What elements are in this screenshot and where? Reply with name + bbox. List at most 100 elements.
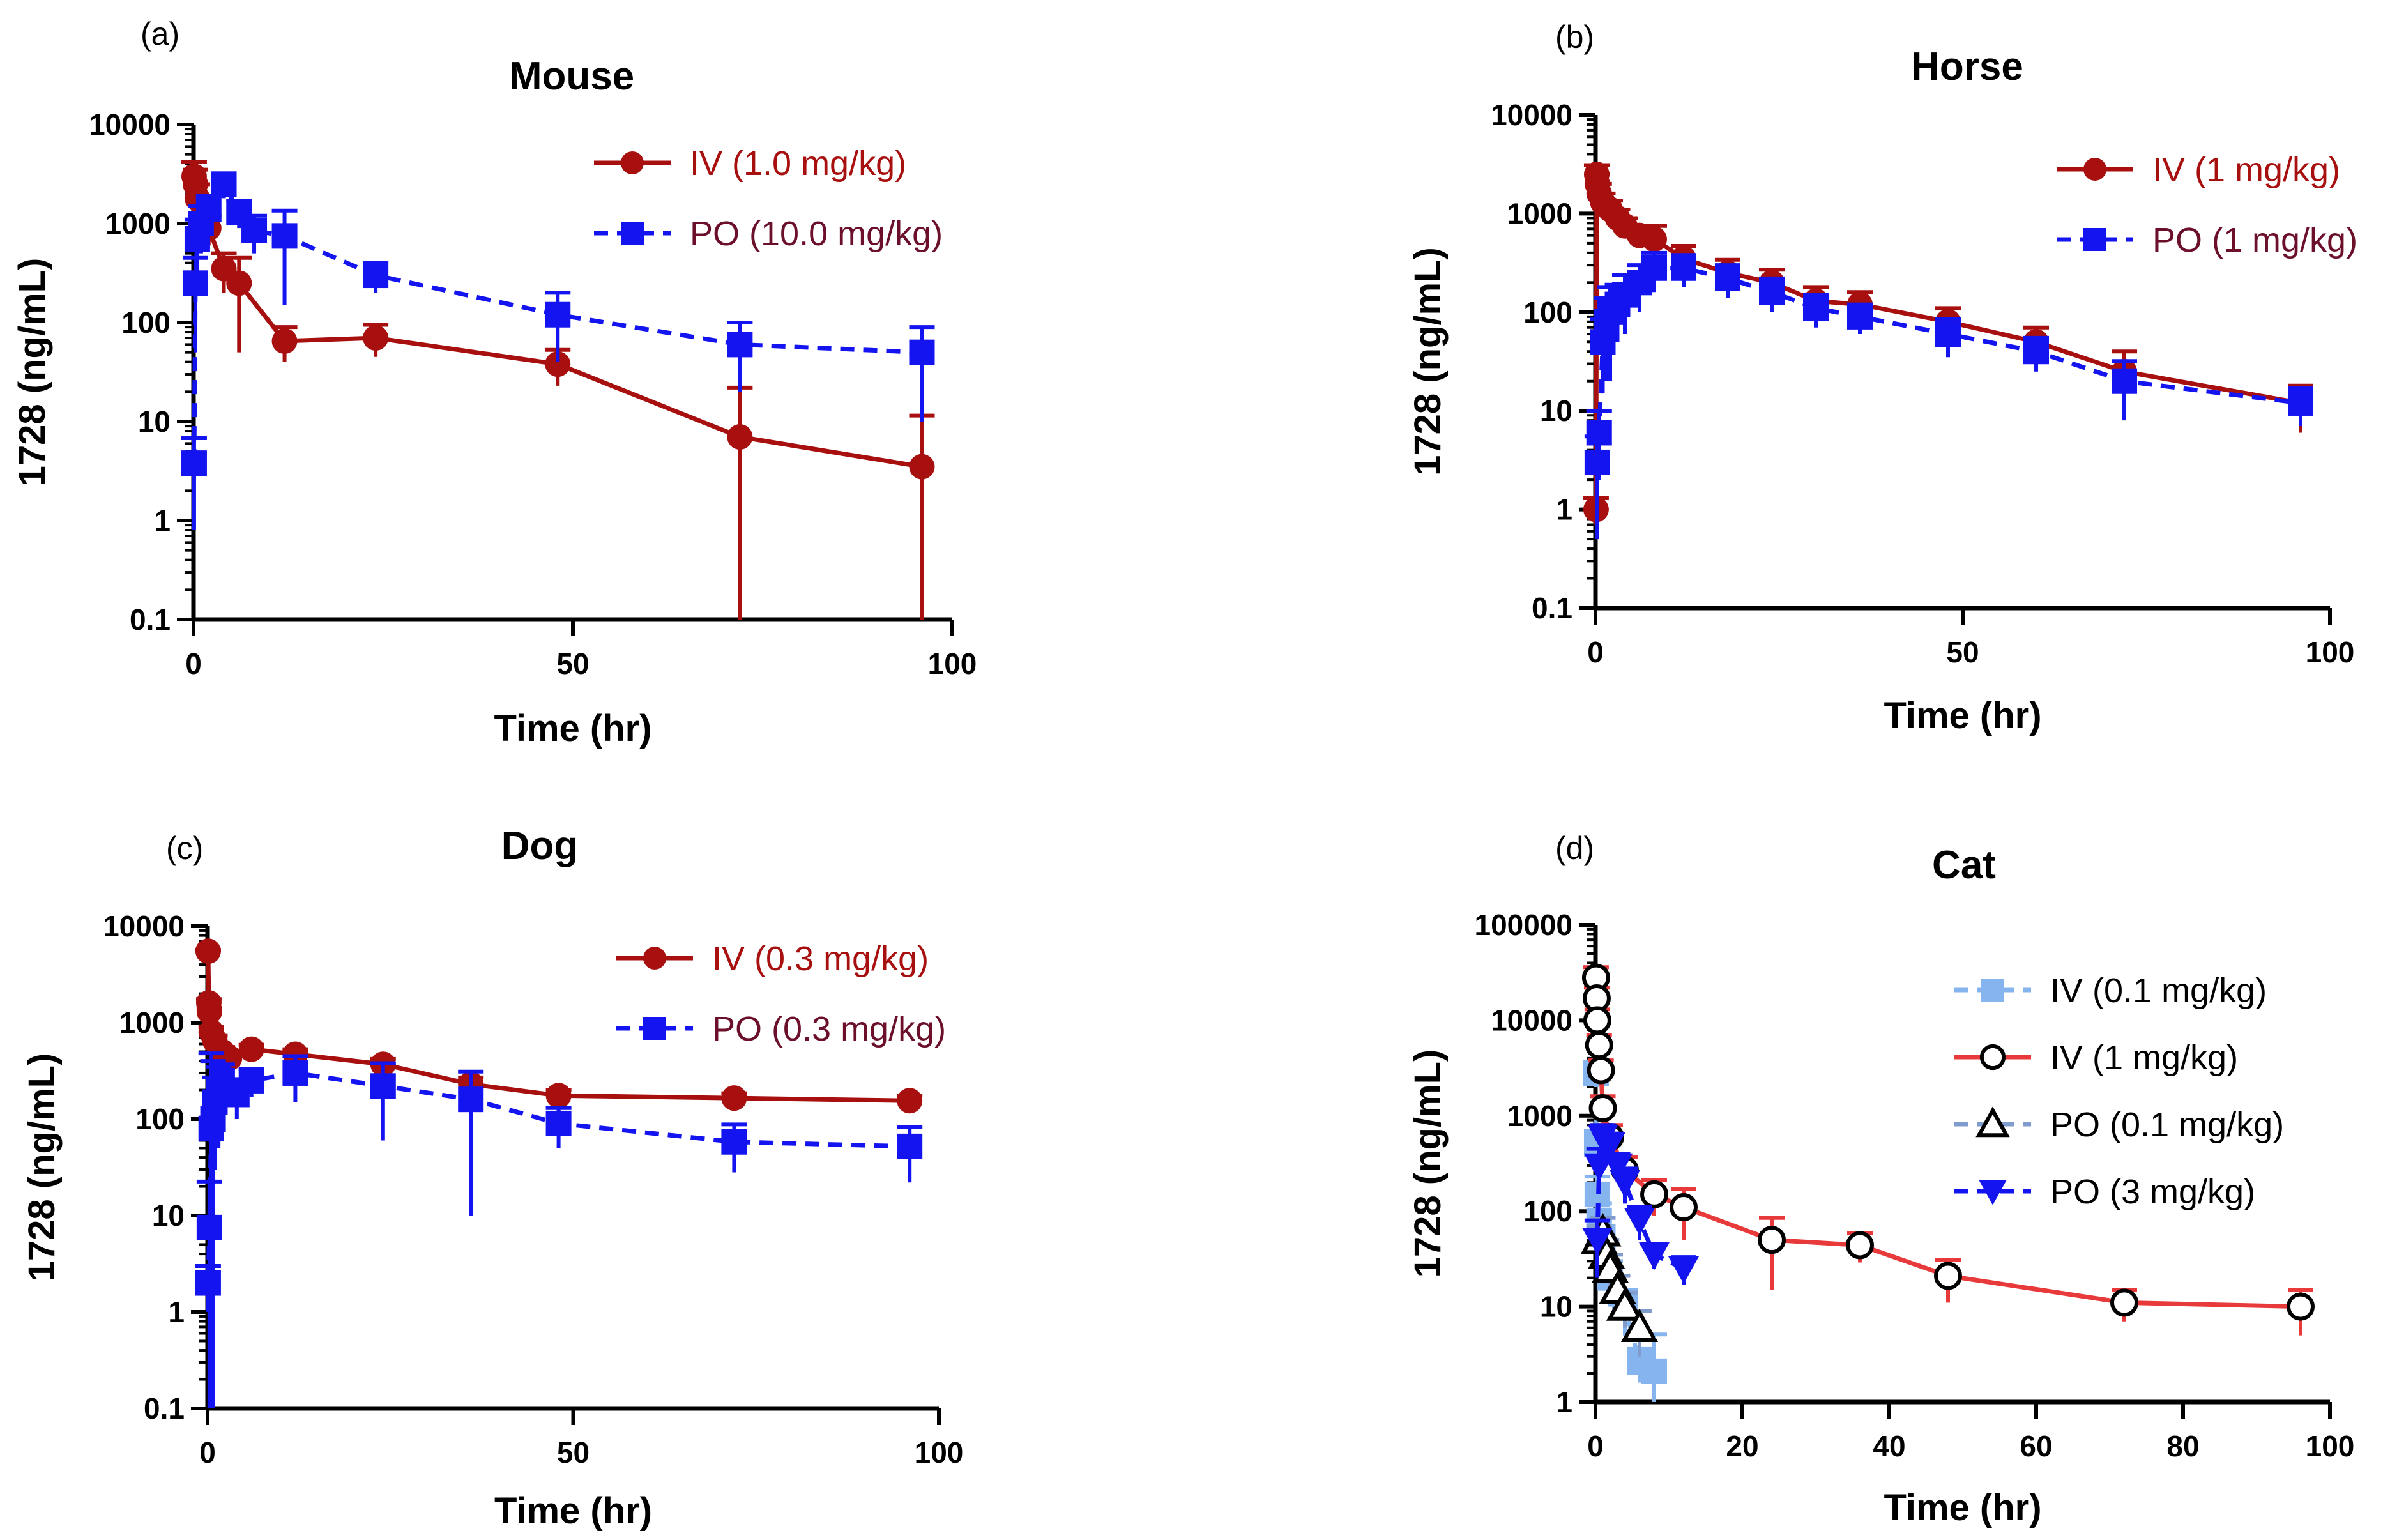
data-point bbox=[897, 1088, 923, 1114]
y-axis-label: 1728 (ng/mL) bbox=[1407, 1049, 1449, 1278]
data-point bbox=[1715, 265, 1740, 291]
x-tick-label: 100 bbox=[2306, 1429, 2355, 1463]
data-point bbox=[1587, 1056, 1615, 1085]
y-tick-label: 1 bbox=[168, 1295, 185, 1329]
data-point bbox=[897, 1133, 923, 1159]
legend-label: PO (0.1 mg/kg) bbox=[2050, 1106, 2284, 1144]
legend-label: PO (1 mg/kg) bbox=[2152, 221, 2357, 259]
panel-3: (c) Dog 0.1 1 10 100 1000 10000 0 50 100 Time (hr) 1… bbox=[21, 824, 963, 1532]
data-point bbox=[458, 1086, 484, 1113]
legend-marker bbox=[1979, 1180, 2007, 1205]
x-tick-label: 50 bbox=[557, 1436, 590, 1469]
legend-marker bbox=[1981, 979, 2004, 1002]
data-point bbox=[238, 1036, 264, 1062]
legend-marker bbox=[2083, 158, 2106, 181]
panel-label: (d) bbox=[1555, 830, 1594, 866]
series-2 bbox=[181, 171, 935, 531]
chart-title: Cat bbox=[1932, 843, 1996, 887]
data-point bbox=[721, 1129, 747, 1155]
data-point bbox=[1602, 1153, 1633, 1181]
y-tick-label: 1000 bbox=[1507, 1099, 1572, 1132]
data-point bbox=[1584, 449, 1610, 475]
legend-marker bbox=[1975, 1106, 2010, 1138]
data-point bbox=[1641, 255, 1667, 281]
y-tick-label: 1 bbox=[1556, 493, 1572, 526]
y-tick-label: 1000 bbox=[1507, 197, 1572, 230]
legend-marker bbox=[643, 947, 666, 970]
data-point bbox=[1624, 1208, 1655, 1236]
y-axis-label: 1728 (ng/mL) bbox=[21, 1053, 63, 1282]
data-point bbox=[195, 938, 221, 964]
panel-label: (b) bbox=[1555, 19, 1594, 55]
data-point bbox=[363, 325, 389, 351]
x-axis-label: Time (hr) bbox=[494, 1490, 652, 1532]
data-point bbox=[1606, 1287, 1644, 1321]
series-2 bbox=[1581, 963, 2315, 1336]
data-point bbox=[195, 1270, 221, 1296]
data-point bbox=[1610, 1170, 1640, 1198]
y-tick-label: 10000 bbox=[103, 910, 185, 943]
y-tick-label: 100 bbox=[121, 306, 171, 339]
series-2 bbox=[195, 1051, 923, 1408]
chart-title: Horse bbox=[1911, 45, 2023, 89]
data-point bbox=[1846, 1231, 1874, 1260]
legend-label: IV (0.1 mg/kg) bbox=[2050, 972, 2267, 1010]
data-point bbox=[1641, 1358, 1667, 1384]
x-tick-label: 0 bbox=[185, 647, 202, 680]
x-tick-label: 60 bbox=[2020, 1429, 2052, 1463]
legend-label: PO (3 mg/kg) bbox=[2050, 1173, 2255, 1211]
data-point bbox=[1620, 1308, 1659, 1342]
data-point bbox=[727, 332, 753, 358]
y-tick-label: 1000 bbox=[105, 207, 171, 240]
data-point bbox=[1934, 1262, 1962, 1290]
legend-label: IV (1 mg/kg) bbox=[2152, 151, 2340, 189]
data-point bbox=[271, 223, 298, 249]
y-tick-label: 100 bbox=[1523, 1194, 1572, 1228]
x-axis-label: Time (hr) bbox=[1884, 695, 2041, 736]
y-tick-label: 1 bbox=[154, 504, 171, 537]
data-point bbox=[2287, 1292, 2315, 1321]
y-tick-label: 100000 bbox=[1475, 908, 1573, 942]
data-point bbox=[238, 1067, 264, 1094]
panel-label: (a) bbox=[141, 16, 179, 52]
legend-marker bbox=[643, 1017, 666, 1040]
data-point bbox=[1847, 303, 1873, 330]
data-point bbox=[1641, 226, 1667, 252]
x-tick-label: 50 bbox=[556, 647, 589, 680]
legend-item-2: PO (1 mg/kg) bbox=[2057, 221, 2357, 259]
legend-marker bbox=[621, 151, 644, 174]
data-point bbox=[1935, 321, 1961, 347]
data-point bbox=[211, 171, 237, 197]
panel-1: (a) Mouse 0.1 1 10 100 1000 10000 0 50 100 Time (hr… bbox=[11, 16, 977, 749]
data-point bbox=[909, 454, 935, 480]
y-tick-label: 10 bbox=[1540, 1290, 1572, 1323]
legend-item-1: IV (0.3 mg/kg) bbox=[616, 940, 929, 978]
y-tick-label: 0.1 bbox=[1532, 591, 1572, 625]
legend-item-3: PO (0.1 mg/kg) bbox=[1954, 1106, 2284, 1144]
legend-item-1: IV (1 mg/kg) bbox=[2057, 151, 2340, 189]
x-tick-label: 100 bbox=[915, 1436, 964, 1469]
data-point bbox=[1585, 1031, 1613, 1060]
legend-item-1: IV (0.1 mg/kg) bbox=[1954, 972, 2267, 1010]
chart-title: Dog bbox=[501, 824, 579, 868]
data-point bbox=[1670, 1193, 1698, 1222]
x-tick-label: 40 bbox=[1873, 1429, 1905, 1463]
data-point bbox=[282, 1060, 308, 1086]
data-point bbox=[545, 301, 571, 328]
data-point bbox=[1639, 1242, 1670, 1270]
data-point bbox=[1583, 1006, 1611, 1035]
data-point bbox=[196, 1214, 222, 1240]
data-point bbox=[182, 270, 208, 296]
legend-label: IV (1.0 mg/kg) bbox=[690, 144, 906, 183]
data-point bbox=[1586, 420, 1612, 446]
data-point bbox=[370, 1073, 396, 1099]
y-tick-label: 10000 bbox=[1491, 98, 1572, 132]
legend-label: IV (1 mg/kg) bbox=[2050, 1039, 2238, 1077]
legend-label: IV (0.3 mg/kg) bbox=[712, 940, 929, 978]
y-tick-label: 1000 bbox=[119, 1006, 185, 1039]
chart-title: Mouse bbox=[509, 54, 634, 98]
data-point bbox=[2023, 339, 2049, 365]
data-point bbox=[545, 1083, 572, 1109]
data-point bbox=[196, 998, 222, 1025]
